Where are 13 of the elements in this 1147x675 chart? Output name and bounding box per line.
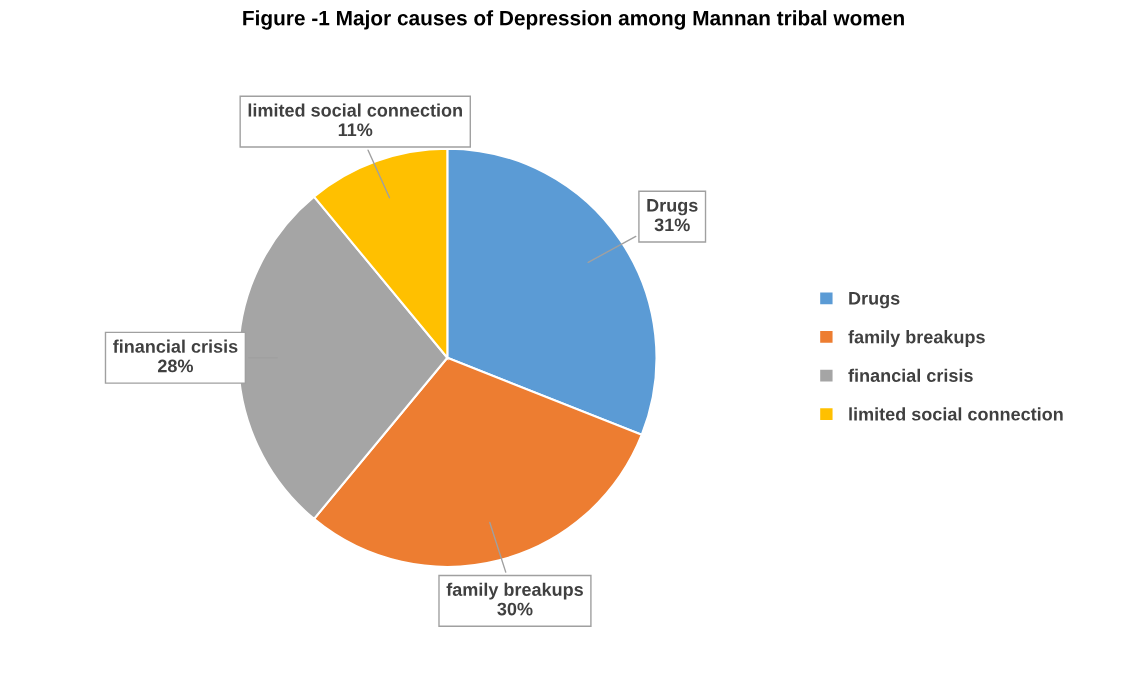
- slice-label: limited social connection: [248, 103, 462, 117]
- slice-label: Drugs: [647, 199, 698, 216]
- slice-label: family breakups: [446, 582, 583, 600]
- legend-label: Drugs: [849, 292, 900, 309]
- data-label: 30%: [497, 602, 533, 616]
- slice-label: financial crisis: [113, 339, 238, 353]
- data-label: 31%: [654, 218, 690, 232]
- data-label: 28%: [157, 359, 194, 373]
- legend-label: financial crisis: [848, 368, 973, 382]
- legend-label: limited social connection: [849, 407, 1063, 421]
- chart-title: Figure -1 Major causes of Depression among Mannan tribal women: [243, 10, 904, 30]
- data-label: 11%: [338, 123, 373, 137]
- legend-label: family breakups: [848, 330, 985, 347]
